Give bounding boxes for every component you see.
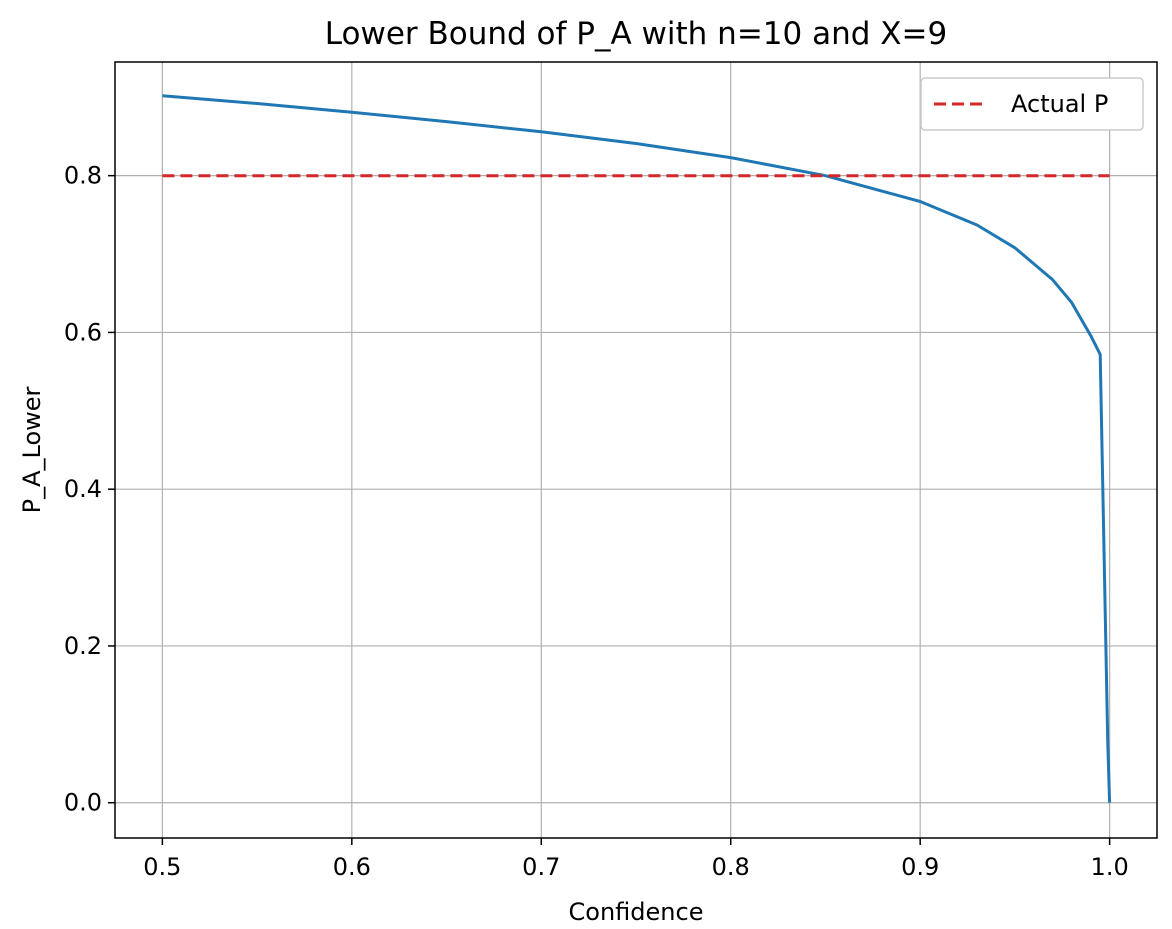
x-tick-label: 0.6 <box>333 853 371 881</box>
y-axis-label: P_A_Lower <box>18 386 46 513</box>
x-tick-label: 0.5 <box>143 853 181 881</box>
chart-title: Lower Bound of P_A with n=10 and X=9 <box>325 16 947 52</box>
x-tick-label: 0.7 <box>522 853 560 881</box>
series-line-p-a-lower <box>162 94 1112 803</box>
y-tick-label: 0.6 <box>64 318 102 346</box>
axis-ticks: 0.5 0.6 0.7 0.8 0.9 1.0 0.0 0.2 0.4 0.6 0.8 <box>64 162 1129 881</box>
x-axis-label: Confidence <box>569 898 704 926</box>
y-tick-label: 0.2 <box>64 632 102 660</box>
y-tick-label: 0.8 <box>64 162 102 190</box>
x-tick-label: 0.8 <box>712 853 750 881</box>
x-tick-label: 0.9 <box>901 853 939 881</box>
y-tick-label: 0.4 <box>64 475 102 503</box>
x-tick-label: 1.0 <box>1091 853 1129 881</box>
plot-frame <box>114 61 1158 839</box>
legend-label-actual-p: Actual P <box>1011 90 1108 118</box>
series-lines <box>162 94 1112 803</box>
legend-box <box>920 77 1144 131</box>
y-tick-label: 0.0 <box>64 789 102 817</box>
legend: Actual P <box>920 77 1144 131</box>
